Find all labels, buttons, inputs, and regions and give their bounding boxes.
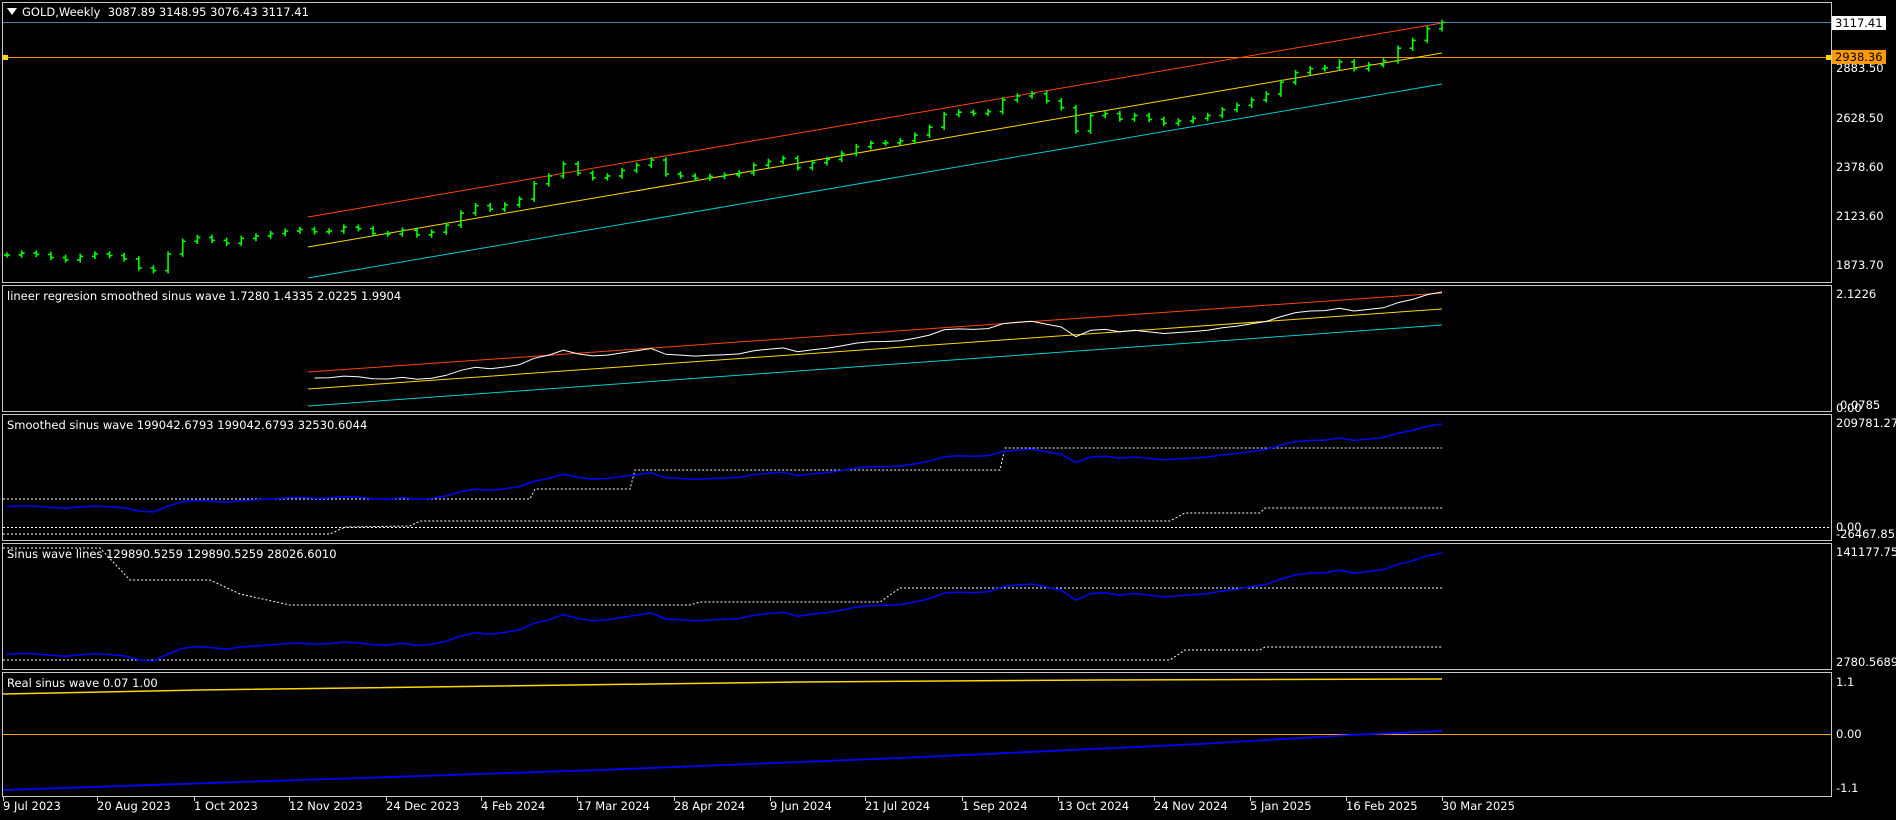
price-label: 2628.50 bbox=[1836, 111, 1884, 125]
lower-channel-line bbox=[307, 83, 1443, 279]
date-label: 9 Jul 2023 bbox=[3, 799, 61, 813]
pane3-zero-label: 0.00 bbox=[1836, 520, 1862, 534]
date-label: 30 Mar 2025 bbox=[1442, 799, 1515, 813]
pane4-top-label: 141177.75 bbox=[1836, 545, 1896, 559]
pane2-bottom-label: 0.0785 bbox=[1840, 398, 1881, 412]
current-price-tag: 3117.41 bbox=[1832, 16, 1886, 30]
pane3-wave-line bbox=[6, 423, 1443, 513]
pane4-lower-dotted bbox=[3, 646, 1442, 661]
pane2-zero-label: 0.00 bbox=[1836, 401, 1862, 415]
date-label: 24 Nov 2024 bbox=[1154, 799, 1228, 813]
pane3-upper-dotted bbox=[3, 447, 1442, 500]
dropdown-triangle-icon[interactable] bbox=[7, 8, 17, 15]
pane5-bottom-label: -1.1 bbox=[1836, 781, 1859, 795]
pane2-lower-channel bbox=[307, 324, 1443, 407]
pane3-top-label: 209781.27 bbox=[1836, 416, 1896, 430]
pane2-mid-channel bbox=[307, 308, 1443, 390]
pane4-upper-dotted bbox=[3, 547, 1442, 606]
date-label: 9 Jun 2024 bbox=[770, 799, 832, 813]
date-label: 17 Mar 2024 bbox=[577, 799, 650, 813]
date-label: 21 Jul 2024 bbox=[865, 799, 931, 813]
price-label: 2378.60 bbox=[1836, 160, 1884, 174]
date-label: 12 Nov 2023 bbox=[289, 799, 363, 813]
date-label: 24 Dec 2023 bbox=[386, 799, 460, 813]
date-label: 28 Apr 2024 bbox=[674, 799, 746, 813]
pane4-bottom-label: 2780.5689 bbox=[1836, 655, 1896, 669]
pane5-blue-line bbox=[2, 730, 1443, 791]
pane5-top-label: 1.1 bbox=[1836, 675, 1855, 689]
pane2-smoothed-line bbox=[314, 291, 1443, 380]
pane2-top-label: 2.1226 bbox=[1836, 287, 1877, 301]
date-label: 13 Oct 2024 bbox=[1058, 799, 1130, 813]
pane3-title: Smoothed sinus wave 199042.6793 199042.6… bbox=[7, 418, 368, 432]
pane2-title: lineer regresion smoothed sinus wave 1.7… bbox=[7, 289, 402, 303]
date-label: 1 Oct 2023 bbox=[194, 799, 258, 813]
pane5-yellow-line bbox=[2, 678, 1443, 695]
pane-frames bbox=[2, 2, 1832, 797]
date-label: 4 Feb 2024 bbox=[481, 799, 546, 813]
hline-anchor-left[interactable] bbox=[3, 55, 8, 60]
date-label: 5 Jan 2025 bbox=[1250, 799, 1312, 813]
price-bars bbox=[4, 19, 1445, 274]
pane2-upper-channel bbox=[307, 292, 1443, 373]
pane5-title: Real sinus wave 0.07 1.00 bbox=[7, 676, 158, 690]
hline-anchor-right[interactable] bbox=[1826, 55, 1831, 60]
mid-channel-line bbox=[307, 52, 1443, 248]
upper-channel-line bbox=[307, 22, 1443, 218]
pane4-title: Sinus wave lines 129890.5259 129890.5259… bbox=[7, 547, 337, 561]
pane5-mid-label: 0.00 bbox=[1836, 727, 1862, 741]
date-axis-ticks bbox=[3, 797, 1443, 801]
hline-price-tag: 2938.36 bbox=[1832, 50, 1886, 64]
price-label: 2883.50 bbox=[1836, 61, 1884, 75]
date-label: 20 Aug 2023 bbox=[97, 799, 171, 813]
price-label: 2123.60 bbox=[1836, 209, 1884, 223]
price-label: 1873.70 bbox=[1836, 258, 1884, 272]
symbol-label: GOLD,Weekly bbox=[22, 5, 101, 19]
pane3-lower-dotted bbox=[3, 507, 1442, 535]
pane4-wave-line bbox=[6, 552, 1443, 662]
ohlc-values: 3087.89 3148.95 3076.43 3117.41 bbox=[107, 5, 309, 19]
main-pane-title[interactable]: GOLD,Weekly 3087.89 3148.95 3076.43 3117… bbox=[7, 5, 309, 19]
date-label: 1 Sep 2024 bbox=[962, 799, 1028, 813]
pane3-bottom-label: -26467.853 bbox=[1836, 527, 1896, 541]
date-label: 16 Feb 2025 bbox=[1346, 799, 1418, 813]
